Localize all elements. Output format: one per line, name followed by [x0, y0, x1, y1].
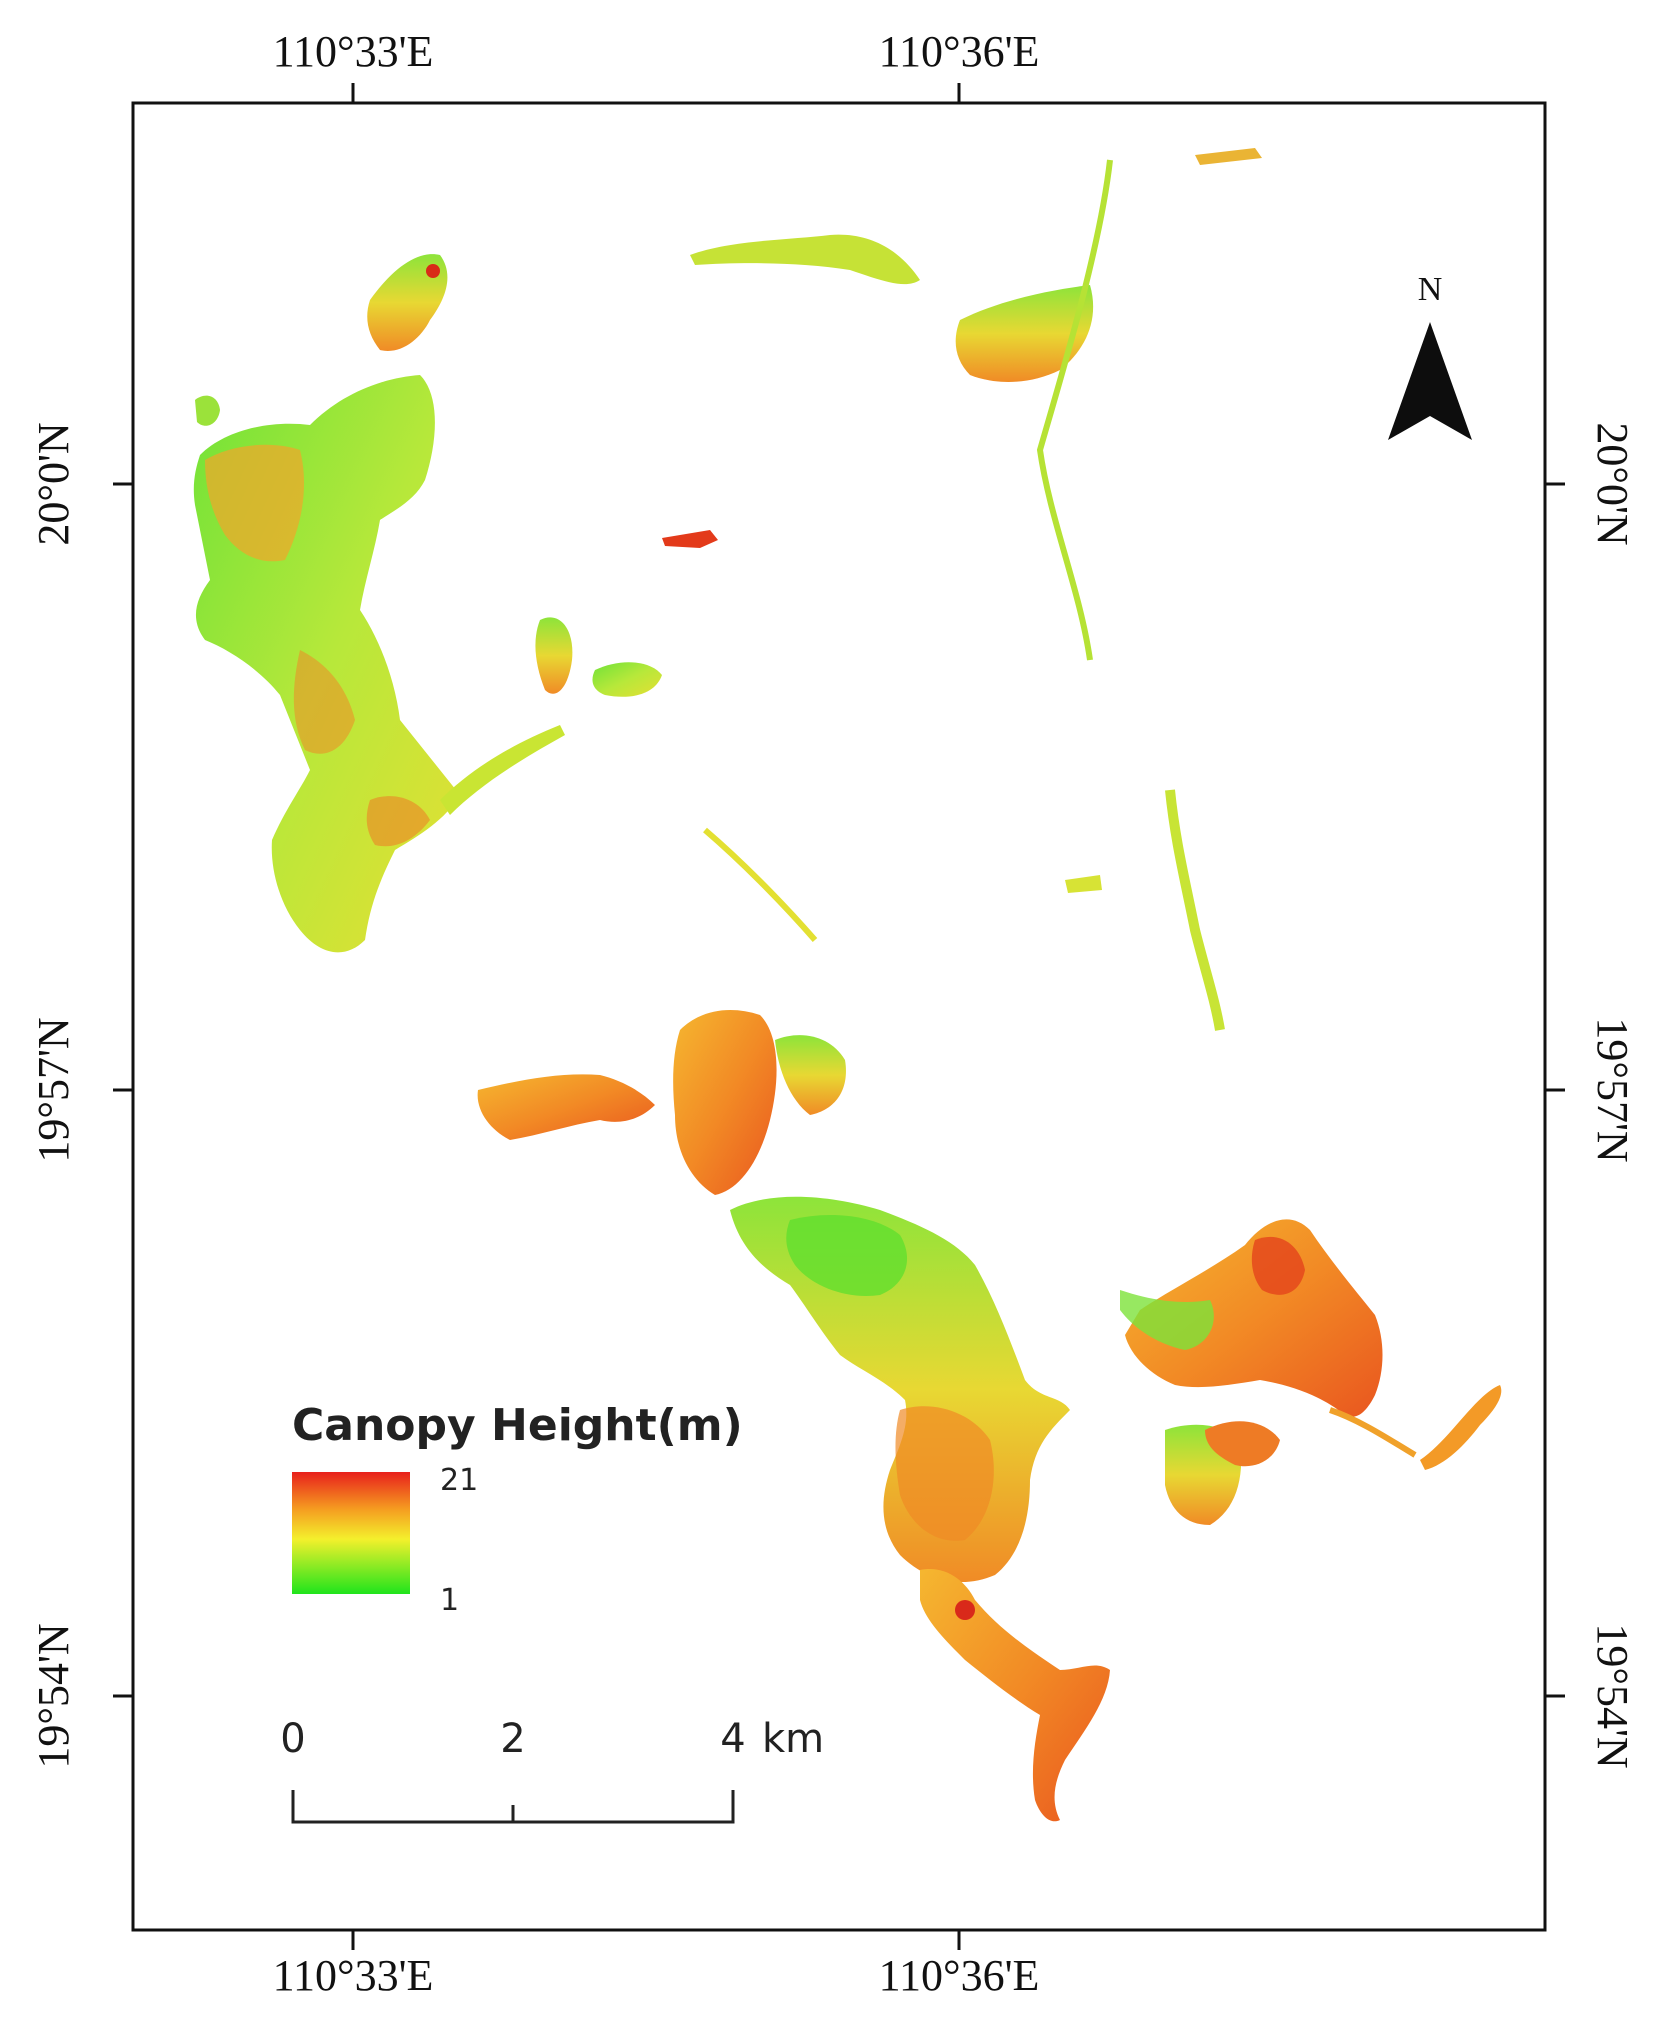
- south-orange-core: [895, 1406, 994, 1541]
- east-ribbon: [1165, 789, 1225, 1031]
- south-lower-extension: [920, 1569, 1110, 1822]
- ne-trail: [1036, 159, 1113, 661]
- se-red-core: [1251, 1236, 1305, 1295]
- se-lower-orange: [1205, 1421, 1280, 1467]
- legend: Canopy Height(m) 21 1: [292, 1400, 743, 1618]
- nw-upper-fringe: [367, 254, 448, 351]
- mid-branch: [440, 725, 565, 815]
- east-small-patch: [1065, 875, 1102, 893]
- sc-orange-west: [477, 1074, 655, 1140]
- nw-red-spot: [426, 264, 440, 278]
- se-ribbon: [1329, 1407, 1417, 1458]
- bottom-lon-label-2: 110°36'E: [879, 1951, 1040, 2000]
- se-main-cluster: [1125, 1219, 1383, 1417]
- legend-color-ramp: [292, 1472, 410, 1594]
- central-thin-trail: [703, 827, 818, 942]
- mid-patch-b: [592, 662, 662, 697]
- south-green-core: [786, 1215, 908, 1296]
- scale-tick-label-2: 2: [500, 1716, 525, 1762]
- sc-centre-right: [775, 1035, 846, 1115]
- right-lat-label-3: 19°54'N: [1588, 1623, 1637, 1768]
- nw-forest-warm-3: [366, 796, 430, 847]
- right-lat-label-1: 20°0'N: [1588, 422, 1637, 545]
- scale-tick-label-0: 0: [280, 1716, 305, 1762]
- scale-tick-label-4: 4: [720, 1716, 745, 1762]
- top-lon-label-1: 110°33'E: [273, 27, 434, 76]
- right-lat-label-2: 19°57'N: [1588, 1017, 1637, 1162]
- sc-orange-centre: [673, 1010, 777, 1195]
- north-arrow-icon: [1388, 322, 1472, 440]
- map-frame: [131, 101, 1547, 1932]
- top-lon-label-2: 110°36'E: [879, 27, 1040, 76]
- nw-forest-warm-2: [293, 650, 355, 754]
- ne-fragment-top: [690, 234, 920, 285]
- left-lat-label-1: 20°0'N: [29, 422, 78, 545]
- legend-max-label: 21: [440, 1463, 478, 1498]
- scale-bar-line: [291, 1790, 735, 1824]
- left-lat-label-2: 19°57'N: [29, 1017, 78, 1162]
- se-tail: [1420, 1385, 1502, 1470]
- canopy-raster: [193, 148, 1502, 1822]
- legend-min-label: 1: [440, 1583, 459, 1618]
- se-green-fringe: [1120, 1290, 1214, 1350]
- left-lat-label-3: 19°54'N: [29, 1623, 78, 1768]
- bottom-lon-label-1: 110°33'E: [273, 1951, 434, 2000]
- mid-patch-a: [535, 617, 573, 694]
- ne-fragment-mid: [955, 285, 1094, 382]
- legend-title: Canopy Height(m): [292, 1400, 743, 1451]
- ne-fragment-top-right: [1195, 148, 1262, 165]
- mid-strip-red: [662, 530, 718, 548]
- nw-forest-warm: [205, 444, 305, 562]
- scale-bar: 0 2 4 km: [280, 1716, 824, 1824]
- north-arrow: N: [1388, 271, 1472, 440]
- frame-ticks: [113, 83, 1565, 1950]
- nw-small-patch: [195, 395, 220, 426]
- scale-unit-label: km: [762, 1716, 824, 1762]
- south-red-spot: [955, 1600, 975, 1620]
- north-label: N: [1418, 271, 1443, 308]
